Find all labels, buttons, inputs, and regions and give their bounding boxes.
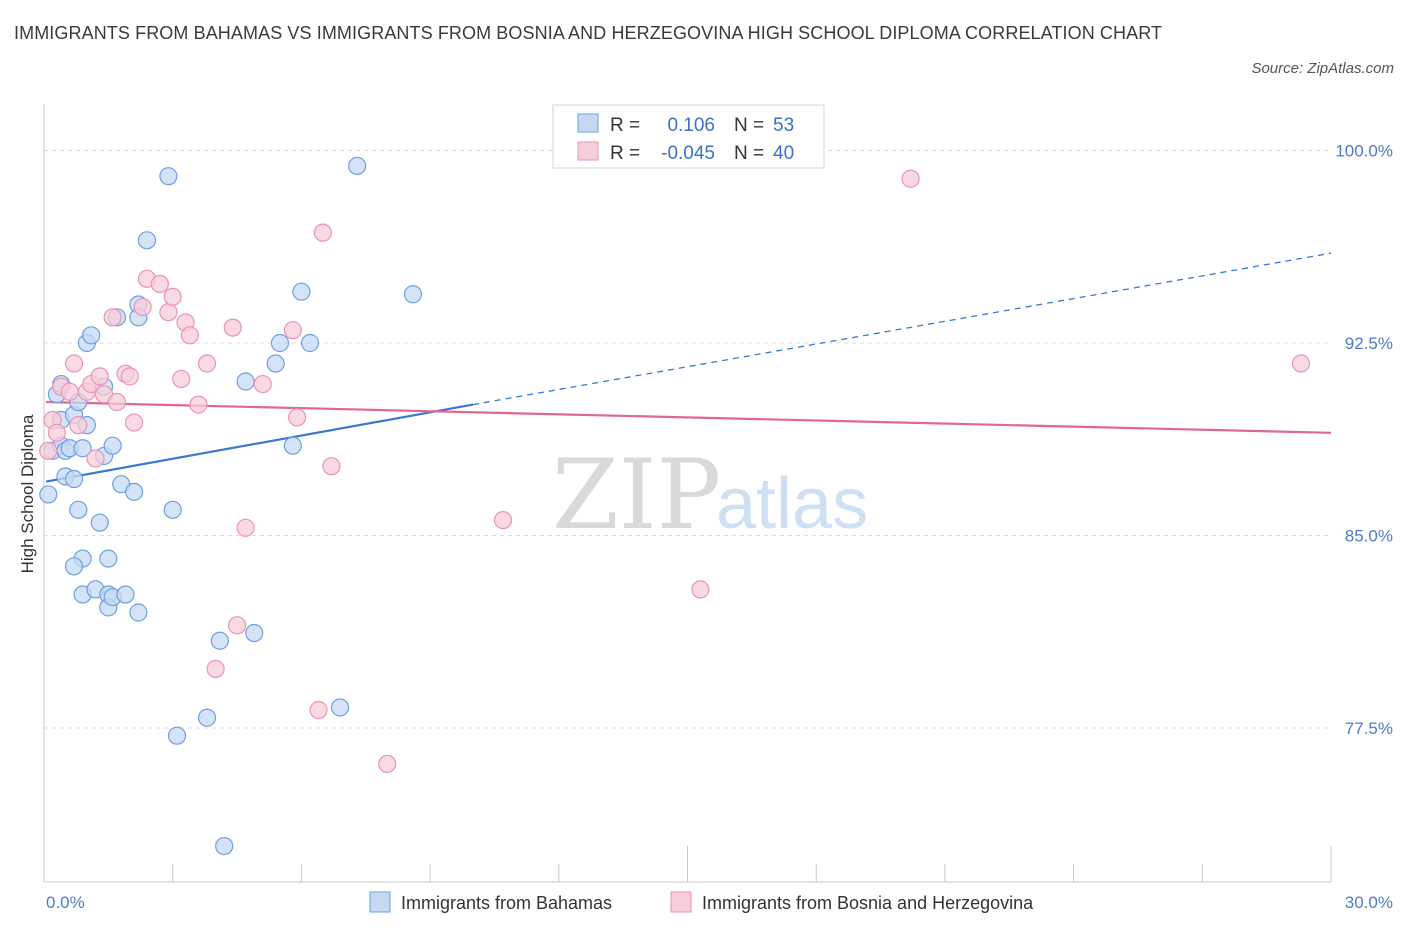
x-tick-labels: 0.0% 30.0% <box>46 893 1393 912</box>
point-bosnia <box>159 303 178 322</box>
legend-r-label-1: R = <box>610 115 640 136</box>
point-bahamas <box>64 469 84 489</box>
legend-n-label-1: N = <box>734 115 764 136</box>
point-bosnia <box>60 382 79 401</box>
trend-line-bahamas <box>45 403 474 483</box>
point-bosnia <box>120 367 139 386</box>
point-bosnia <box>227 616 247 635</box>
point-bosnia <box>206 659 225 679</box>
trend-line-bahamas-extension <box>472 252 1332 406</box>
legend-swatch-bosnia <box>577 141 599 161</box>
point-bosnia <box>288 408 307 427</box>
point-bahamas <box>82 326 101 345</box>
point-bahamas <box>39 485 58 504</box>
point-bosnia <box>1291 354 1311 373</box>
point-bosnia <box>253 374 272 394</box>
point-bosnia <box>189 395 208 414</box>
point-bahamas <box>64 557 84 576</box>
point-bosnia <box>322 457 341 476</box>
point-bahamas <box>403 285 423 304</box>
y-tick-labels: 77.5% 85.0% 92.5% 100.0% <box>1335 142 1393 739</box>
point-bahamas <box>300 333 320 353</box>
point-bahamas <box>137 231 157 250</box>
point-bosnia <box>133 297 152 317</box>
legend-n-value-2: 40 <box>773 143 794 164</box>
series-legend: Immigrants from Bahamas Immigrants from … <box>369 891 1034 913</box>
point-bosnia <box>309 700 328 720</box>
point-bahamas <box>348 156 367 175</box>
point-bahamas <box>69 500 88 519</box>
chart-title: IMMIGRANTS FROM BAHAMAS VS IMMIGRANTS FR… <box>14 23 1163 43</box>
point-bahamas <box>245 623 264 643</box>
y-tick-label: 77.5% <box>1345 719 1393 738</box>
legend-swatch-bahamas <box>577 113 599 133</box>
point-bosnia <box>172 369 191 389</box>
bottom-legend-swatch-bosnia <box>670 891 692 913</box>
point-bosnia <box>691 580 710 599</box>
point-bahamas <box>266 354 285 373</box>
legend-r-label-2: R = <box>610 143 640 164</box>
point-bosnia <box>124 413 144 432</box>
trend-lines <box>45 252 1332 483</box>
point-bahamas <box>167 726 187 745</box>
point-bahamas <box>73 439 92 458</box>
point-bahamas <box>129 603 148 622</box>
correlation-legend: R = 0.106 N = 53 R = -0.045 N = 40 <box>552 104 825 169</box>
point-bosnia <box>180 326 199 345</box>
point-bosnia <box>86 449 105 468</box>
y-tick-label: 100.0% <box>1335 142 1393 161</box>
y-tick-label: 92.5% <box>1345 334 1393 353</box>
trend-line-bosnia <box>46 400 1332 434</box>
legend-n-value-1: 53 <box>773 115 794 136</box>
point-bahamas <box>90 513 109 532</box>
point-bosnia <box>313 223 332 242</box>
point-bahamas <box>236 372 255 391</box>
point-bahamas <box>215 836 234 856</box>
watermark-atlas: atlas <box>716 464 868 544</box>
point-bosnia <box>39 441 58 460</box>
point-bosnia <box>901 169 920 188</box>
point-bahamas <box>99 549 118 568</box>
point-bahamas <box>270 333 290 353</box>
y-tick-label: 85.0% <box>1345 527 1393 546</box>
y-axis-label: High School Diploma <box>18 414 37 573</box>
point-bosnia <box>223 318 242 337</box>
legend-r-value-2: -0.045 <box>661 143 715 164</box>
point-bosnia <box>283 321 302 340</box>
point-bosnia <box>69 416 88 435</box>
point-bahamas <box>103 436 122 455</box>
point-bosnia <box>378 754 397 774</box>
watermark-zip: ZIP <box>552 439 721 551</box>
point-bosnia <box>47 423 66 442</box>
point-bosnia <box>150 274 169 294</box>
source-credit: Source: ZipAtlas.com <box>1251 60 1394 77</box>
bottom-legend-swatch-bahamas <box>369 891 391 913</box>
point-bahamas <box>163 500 182 519</box>
point-bahamas <box>292 282 311 301</box>
legend-r-value-1: 0.106 <box>667 115 715 136</box>
point-bahamas <box>283 436 302 455</box>
point-bahamas <box>159 167 178 186</box>
point-bosnia <box>197 354 217 373</box>
point-bosnia <box>90 367 109 386</box>
legend-n-label-2: N = <box>734 143 764 164</box>
x-tick-label: 30.0% <box>1345 893 1393 912</box>
point-bahamas <box>197 708 217 727</box>
point-bahamas <box>116 585 135 604</box>
point-bahamas <box>124 482 144 501</box>
point-bosnia <box>163 287 182 306</box>
point-bosnia <box>236 518 255 537</box>
point-bahamas <box>330 698 350 717</box>
data-points <box>39 156 1311 856</box>
bottom-legend-label-bahamas: Immigrants from Bahamas <box>401 893 612 913</box>
point-bosnia <box>103 308 122 327</box>
point-bosnia <box>64 354 84 373</box>
x-tick-label: 0.0% <box>46 893 85 912</box>
watermark: ZIP atlas <box>552 439 868 551</box>
bottom-legend-label-bosnia: Immigrants from Bosnia and Herzegovina <box>702 893 1034 913</box>
point-bosnia <box>107 392 127 412</box>
point-bosnia <box>493 510 513 530</box>
point-bahamas <box>210 631 229 650</box>
